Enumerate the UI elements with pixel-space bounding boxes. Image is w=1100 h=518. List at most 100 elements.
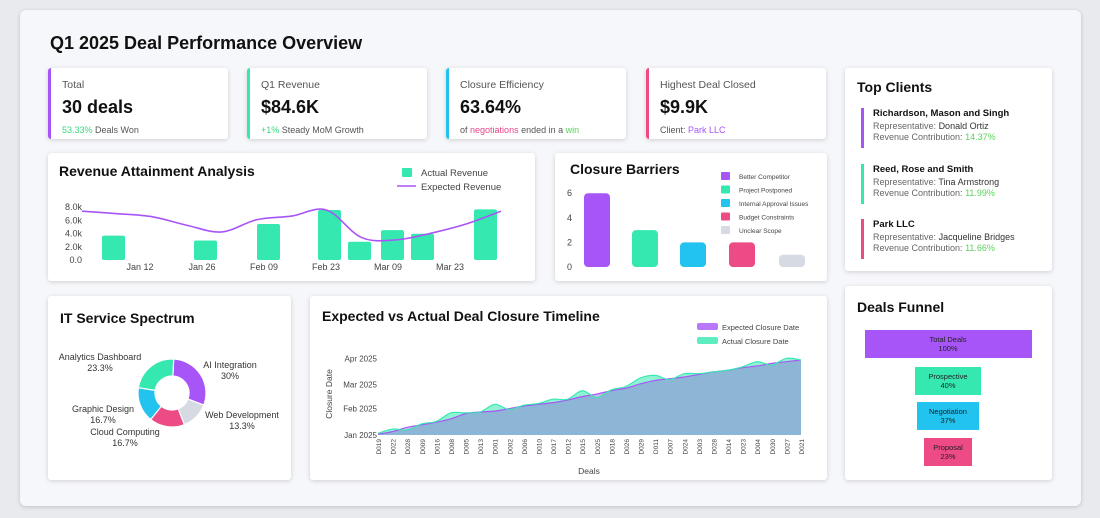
y-tick-label: Jan 2025: [344, 431, 377, 440]
x-tick-label: D017: [551, 439, 558, 455]
revenue-bar: [257, 224, 280, 260]
barrier-bar: [584, 193, 610, 267]
kpi-label: Total: [62, 79, 85, 91]
timeline-chart-card: Expected vs Actual Deal Closure Timeline…: [310, 296, 827, 480]
funnel-stage-pct: 37%: [940, 416, 956, 425]
kpi-accent-bar: [646, 68, 649, 139]
legend-swatch: [721, 185, 730, 194]
legend-label-actual: Actual Closure Date: [722, 337, 789, 346]
revenue-bar: [102, 235, 125, 260]
client-item: Richardson, Mason and Singh Representati…: [861, 108, 1041, 148]
kpi-sub-mid: ended in a: [521, 125, 564, 135]
kpi-accent-bar: [446, 68, 449, 139]
slice-label: Cloud Computing: [90, 427, 160, 437]
kpi-value: 63.64%: [460, 97, 522, 117]
legend-swatch-actual: [697, 337, 718, 344]
x-tick-label: D011: [653, 439, 660, 454]
barrier-bar: [779, 254, 805, 267]
x-tick-label: D009: [420, 439, 427, 455]
x-tick-label: D026: [624, 439, 631, 455]
card-title: Closure Barriers: [570, 161, 680, 177]
kpi-sub-highlight: +1%: [261, 125, 280, 135]
y-tick-label: 0.0: [69, 255, 82, 265]
x-tick-label: D024: [682, 439, 689, 455]
kpi-card-revenue: Q1 Revenue $84.6K +1% Steady MoM Growth: [247, 68, 427, 139]
x-tick-label: D019: [376, 439, 383, 455]
funnel-stage-label: Negotiation: [929, 407, 967, 416]
kpi-value: $84.6K: [261, 97, 320, 117]
top-clients-card: Top Clients Richardson, Mason and Singh …: [845, 68, 1052, 271]
y-axis-label: Closure Date: [324, 369, 334, 419]
revenue-bar: [348, 241, 371, 260]
kpi-sub-highlight: 53.33%: [62, 125, 93, 135]
funnel-stage-pct: 23%: [940, 452, 956, 461]
y-tick-label: Apr 2025: [345, 354, 378, 363]
client-name: Reed, Rose and Smith: [873, 164, 974, 175]
legend-swatch: [721, 226, 730, 234]
barrier-bar: [632, 230, 658, 267]
x-tick-label: D030: [770, 439, 777, 455]
card-title: Deals Funnel: [857, 299, 945, 315]
x-tick-label: Mar 09: [374, 262, 402, 272]
card-title: IT Service Spectrum: [60, 310, 195, 326]
slice-label: Analytics Dashboard: [59, 352, 142, 362]
x-tick-label: D002: [507, 439, 514, 455]
actual-line: [377, 357, 802, 434]
funnel-stage-label: Prospective: [928, 372, 968, 381]
funnel-stage: Proposal 23%: [924, 438, 972, 466]
revenue-bar: [474, 209, 497, 260]
revenue-chart-card: Revenue Attainment Analysis 0.0 2.0k 4.0k 6…: [48, 153, 535, 281]
x-tick-label: D018: [609, 439, 616, 455]
timeline-chart: Jan 2025 Feb 2025 Mar 2025 Apr 2025 D019 D022…: [324, 323, 806, 476]
client-rep: Representative: Tina Armstrong: [873, 177, 1041, 187]
card-title: Top Clients: [857, 79, 933, 95]
x-tick-label: D010: [536, 439, 543, 455]
contrib-value: 11.99%: [965, 188, 995, 198]
x-tick-label: Feb 09: [250, 262, 278, 272]
pie-slice: [172, 358, 207, 406]
kpi-sub-text: Steady MoM Growth: [281, 125, 364, 135]
funnel-stage: Total Deals 100%: [864, 330, 1032, 358]
client-contribution: Revenue Contribution: 14.37%: [873, 132, 1041, 142]
legend-swatch: [721, 172, 730, 180]
barrier-bar: [729, 242, 755, 267]
x-tick-label: Feb 23: [312, 262, 340, 272]
page-title: Q1 2025 Deal Performance Overview: [50, 33, 363, 53]
legend-swatch: [721, 199, 730, 207]
legend-swatch-actual: [402, 168, 412, 177]
x-tick-label: Jan 12: [126, 262, 153, 272]
funnel-stage: Negotiation 37%: [917, 402, 979, 430]
rep-name: Jacqueline Bridges: [938, 232, 1015, 242]
funnel-stage-pct: 100%: [938, 344, 958, 353]
kpi-label: Q1 Revenue: [261, 79, 320, 91]
rep-label: Representative:: [873, 232, 937, 242]
client-accent-bar: [861, 108, 864, 148]
y-tick-label: 8.0k: [65, 202, 83, 212]
slice-label: AI Integration: [203, 360, 257, 370]
client-accent-bar: [861, 219, 864, 259]
y-tick-label: 4: [567, 213, 572, 223]
x-tick-label: D014: [726, 439, 733, 455]
y-tick-label: 4.0k: [65, 229, 83, 239]
x-tick-label: D008: [449, 439, 456, 455]
barrier-bar: [680, 242, 706, 267]
slice-pct: 16.7%: [90, 415, 116, 425]
kpi-sub-highlight-2: win: [565, 125, 580, 135]
card-title: Expected vs Actual Deal Closure Timeline: [322, 308, 600, 324]
client-name: Richardson, Mason and Singh: [873, 108, 1010, 119]
legend-label: Unclear Scope: [739, 228, 782, 235]
rep-name: Tina Armstrong: [938, 177, 1000, 187]
y-tick-label: Feb 2025: [343, 405, 377, 414]
funnel-stage: Prospective 40%: [914, 367, 982, 395]
kpi-subtext: +1% Steady MoM Growth: [261, 125, 427, 135]
client-contribution: Revenue Contribution: 11.99%: [873, 188, 1041, 198]
pie-slice: [137, 358, 175, 392]
x-tick-label: D028: [405, 439, 412, 455]
x-tick-label: D022: [391, 439, 398, 455]
funnel-card: Deals Funnel Total Deals 100% Prospective 4…: [845, 286, 1052, 480]
slice-pct: 16.7%: [112, 438, 138, 448]
contrib-value: 11.66%: [965, 243, 995, 253]
client-item: Reed, Rose and Smith Representative: Tin…: [861, 164, 1041, 204]
kpi-sub-highlight: Park LLC: [688, 125, 726, 135]
legend-swatch: [721, 212, 730, 221]
